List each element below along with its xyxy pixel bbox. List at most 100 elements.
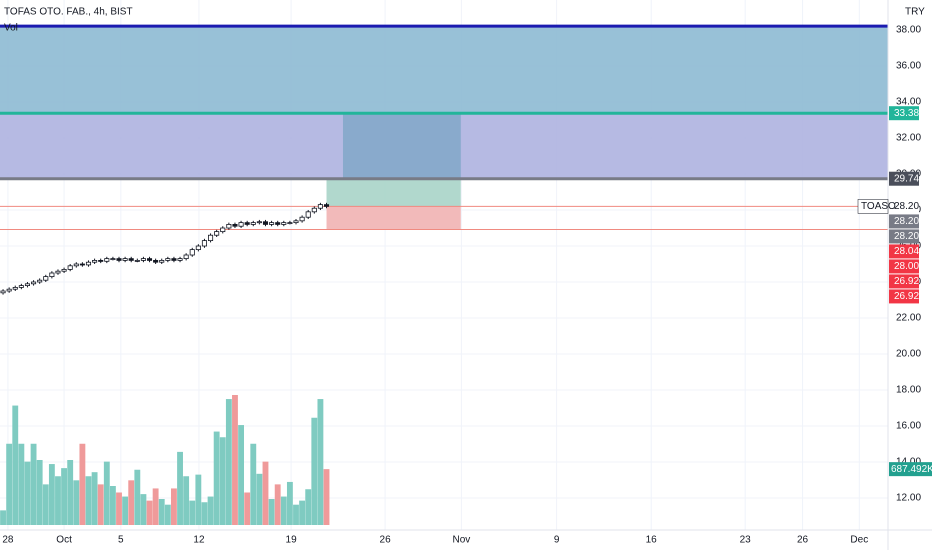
volume-bar <box>250 443 257 525</box>
x-tick-label: 23 <box>740 535 752 546</box>
volume-bar <box>140 494 147 525</box>
volume-bar <box>109 486 116 525</box>
indicator-name: Vol <box>4 23 18 34</box>
candle-body <box>165 258 171 261</box>
y-tick-label: 16.00 <box>896 421 921 432</box>
volume-bar <box>311 417 318 525</box>
y-tick-label: 20.00 <box>896 349 921 360</box>
y-tick-label: 34.00 <box>896 97 921 108</box>
y-tick-label: 14.00 <box>896 457 921 468</box>
candle-body <box>305 211 311 218</box>
volume-bar <box>55 476 61 525</box>
candle-body <box>189 249 195 256</box>
candle-body <box>134 260 140 262</box>
price-label-bg <box>889 199 919 214</box>
candle-body <box>37 279 43 283</box>
symbol-label: TOASO <box>861 201 896 212</box>
volume-bar <box>195 474 202 525</box>
volume-bar <box>256 473 263 525</box>
volume-bar <box>232 395 238 525</box>
volume-bar <box>91 472 98 525</box>
candle-body <box>177 258 183 261</box>
candle-body <box>287 222 293 225</box>
volume-bar <box>262 461 269 525</box>
plot-area <box>0 0 888 530</box>
candle-body <box>122 258 128 261</box>
volume-bar <box>97 484 104 525</box>
candle-body <box>159 260 165 263</box>
price-label: 28.04 <box>894 246 919 257</box>
volume-bar <box>323 469 330 525</box>
volume-bar <box>177 451 183 525</box>
candle-body <box>171 258 177 261</box>
candle-body <box>85 261 92 266</box>
x-tick-label: 16 <box>646 535 658 546</box>
volume-bar <box>12 405 19 525</box>
zone-box <box>342 113 461 179</box>
candle-body <box>67 265 73 270</box>
candle-body <box>269 222 275 225</box>
candle-body <box>92 260 98 263</box>
position-loss <box>326 206 461 230</box>
price-label: 26.92 <box>894 291 919 302</box>
x-tick-label: 5 <box>118 535 124 546</box>
candle-body <box>146 258 153 261</box>
y-tick-label: 18.00 <box>896 385 921 396</box>
volume-bar <box>213 431 220 525</box>
volume-bar <box>183 476 190 525</box>
volume-bar <box>164 504 171 525</box>
volume-bar <box>42 484 49 525</box>
candle-body <box>220 227 226 233</box>
candle-body <box>0 290 6 294</box>
candle-body <box>293 220 299 224</box>
candle-body <box>98 260 104 262</box>
price-label-bg <box>889 214 919 229</box>
volume-bar <box>73 480 80 525</box>
candle-body <box>208 234 214 242</box>
candle-body <box>140 258 146 261</box>
volume-bar <box>36 460 43 525</box>
volume-bar <box>207 496 214 525</box>
y-tick-label: 38.00 <box>896 25 921 36</box>
volume-bar <box>201 502 208 525</box>
candle-body <box>183 254 189 260</box>
volume-bar <box>24 461 31 525</box>
candle-body <box>43 276 49 281</box>
chart-title: TOFAS OTO. FAB., 4h, BIST <box>4 7 133 18</box>
volume-bar <box>305 489 312 525</box>
candle-body <box>49 272 55 278</box>
candle-body <box>104 258 110 262</box>
price-label: 29.74 <box>894 173 919 184</box>
candle-body <box>311 207 317 213</box>
price-label-bg <box>889 274 919 289</box>
y-tick-label: 22.00 <box>896 313 921 324</box>
y-tick-label: 36.00 <box>896 61 921 72</box>
candle-body <box>250 222 256 225</box>
candle-body <box>73 263 79 267</box>
volume-bar <box>219 437 226 525</box>
candle-body <box>201 240 207 247</box>
candle-body <box>6 288 12 292</box>
price-label: 33.38 <box>894 108 919 119</box>
price-label-bg <box>889 106 919 121</box>
x-tick-label: 19 <box>286 535 298 546</box>
candle-body <box>214 231 220 236</box>
candle-body <box>110 258 116 261</box>
x-tick-label: 28 <box>2 535 14 546</box>
candle-body <box>12 287 18 290</box>
x-tick-label: 26 <box>380 535 392 546</box>
price-label: 28.00 <box>894 261 919 272</box>
x-tick-label: Dec <box>850 535 868 546</box>
candle-body <box>299 216 305 222</box>
candle-body <box>256 221 262 224</box>
volume-bar <box>286 481 293 525</box>
volume-bar <box>238 425 245 525</box>
candle-body <box>61 269 67 272</box>
volume-bar <box>61 468 68 525</box>
candle-body <box>281 222 287 225</box>
x-tick-label: 26 <box>797 535 809 546</box>
price-label-bg <box>889 244 919 259</box>
price-label: 28.20 <box>894 201 919 212</box>
candle-body <box>232 224 238 227</box>
